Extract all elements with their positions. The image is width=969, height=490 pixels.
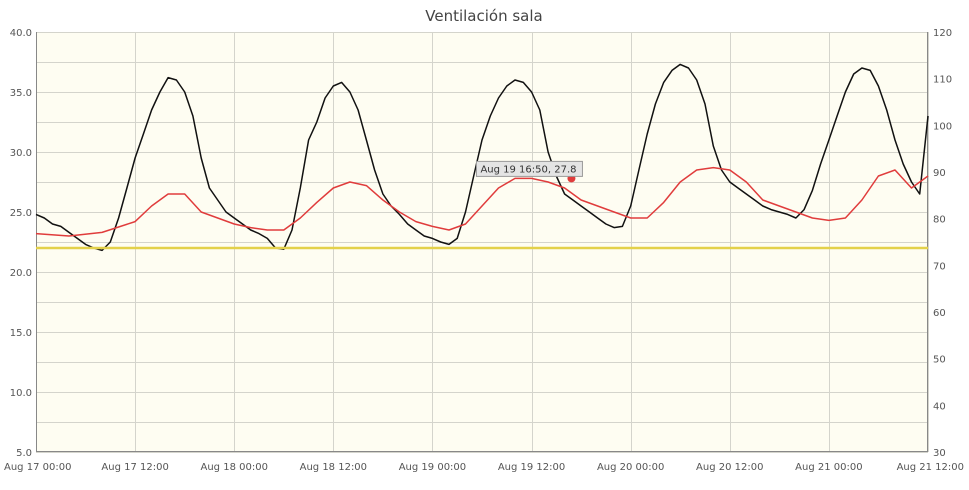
x-tick-label: Aug 17 00:00 [4, 462, 71, 473]
x-tick-label: Aug 19 12:00 [498, 462, 565, 473]
series-line-2 [35, 166, 929, 237]
y-left-tick-label: 40.0 [10, 28, 32, 39]
y-right-tick-label: 80 [933, 215, 946, 226]
x-tick-label: Aug 17 12:00 [101, 462, 168, 473]
x-tick-label: Aug 19 00:00 [399, 462, 466, 473]
tooltip-box [475, 160, 583, 177]
tooltip-text: Aug 19 16:50, 27.8 [480, 164, 576, 175]
y-left-tick-label: 20.0 [10, 268, 32, 279]
plot-area: 5.0 10.0 15.0 20.0 25.0 30.0 35.0 40.0 30 40 50 60 7… [4, 28, 964, 473]
y-left-tick-label: 30.0 [10, 148, 32, 159]
grid-lines [36, 32, 929, 453]
x-tick-label: Aug 18 00:00 [201, 462, 268, 473]
y-left-tick-label: 5.0 [16, 448, 32, 459]
y-left-tick-label: 10.0 [10, 388, 32, 399]
y-left-tick-label: 35.0 [10, 88, 32, 99]
y-right-tick-label: 50 [933, 355, 946, 366]
x-tick-label: Aug 18 12:00 [300, 462, 367, 473]
y-right-tick-label: 90 [933, 168, 946, 179]
y-right-tick-label: 60 [933, 308, 946, 319]
y-right-tick-label: 110 [933, 75, 952, 86]
y-right-tick-label: 120 [933, 28, 952, 39]
x-tick-label: Aug 20 12:00 [696, 462, 763, 473]
y-left-tick-label: 15.0 [10, 328, 32, 339]
x-tick-label: Aug 20 00:00 [597, 462, 664, 473]
y-right-tick-label: 70 [933, 261, 946, 272]
series-line-1 [35, 63, 929, 252]
y-right-tick-label: 30 [933, 448, 946, 459]
y-right-tick-label: 40 [933, 401, 946, 412]
x-tick-label: Aug 21 00:00 [795, 462, 862, 473]
y-left-tick-label: 25.0 [10, 208, 32, 219]
chart-title: Ventilación sala [425, 7, 542, 25]
y-right-tick-label: 100 [933, 121, 952, 132]
x-tick-label: Aug 21 12:00 [897, 462, 964, 473]
